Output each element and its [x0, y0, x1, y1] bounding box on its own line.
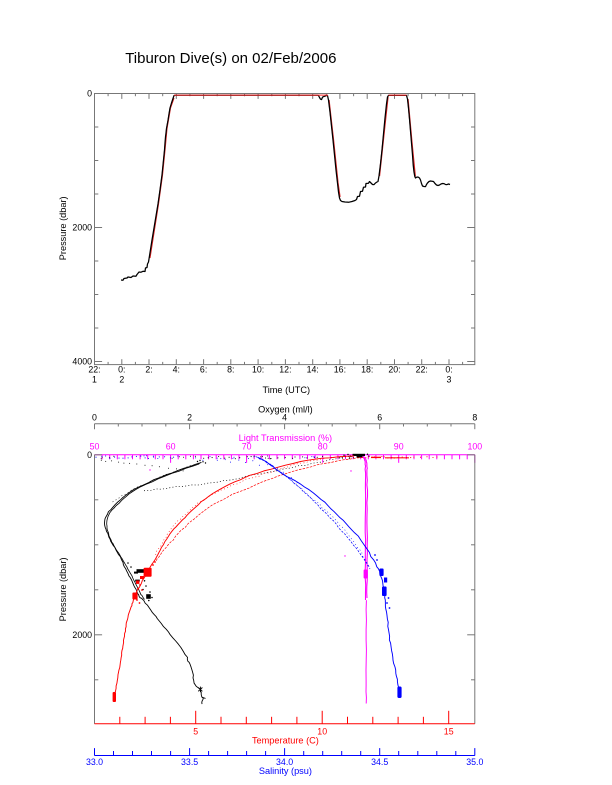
svg-text:0: 0 — [92, 412, 97, 422]
svg-text:12:: 12: — [279, 365, 291, 375]
svg-text:Pressure (dbar): Pressure (dbar) — [58, 196, 68, 260]
svg-text:Time (UTC): Time (UTC) — [262, 385, 310, 395]
svg-text:34.0: 34.0 — [276, 757, 293, 767]
svg-text:Light Transmission (%): Light Transmission (%) — [239, 433, 332, 443]
svg-text:14:: 14: — [307, 365, 319, 375]
svg-text:0:: 0: — [445, 365, 452, 375]
svg-text:50: 50 — [90, 442, 100, 452]
svg-text:33.5: 33.5 — [181, 757, 198, 767]
svg-text:Temperature (C): Temperature (C) — [252, 736, 319, 746]
svg-text:18:: 18: — [361, 365, 373, 375]
svg-text:2000: 2000 — [72, 630, 92, 640]
svg-text:22:: 22: — [88, 365, 100, 375]
svg-text:0:: 0: — [118, 365, 125, 375]
svg-text:4000: 4000 — [72, 357, 92, 367]
svg-text:4:: 4: — [173, 365, 180, 375]
svg-text:33.0: 33.0 — [86, 757, 103, 767]
svg-text:Salinity (psu): Salinity (psu) — [259, 766, 312, 776]
svg-text:3: 3 — [447, 374, 452, 384]
svg-text:16:: 16: — [334, 365, 346, 375]
svg-text:5: 5 — [193, 727, 198, 737]
svg-text:0: 0 — [87, 450, 92, 460]
svg-text:80: 80 — [318, 442, 328, 452]
svg-text:8:: 8: — [227, 365, 234, 375]
svg-text:Pressure (dbar): Pressure (dbar) — [58, 557, 68, 621]
svg-text:8: 8 — [472, 412, 477, 422]
svg-text:1: 1 — [92, 374, 97, 384]
svg-text:0: 0 — [87, 89, 92, 99]
svg-text:6: 6 — [377, 412, 382, 422]
svg-text:2: 2 — [187, 412, 192, 422]
svg-text:10: 10 — [317, 727, 327, 737]
svg-text:15: 15 — [444, 727, 454, 737]
svg-text:35.0: 35.0 — [466, 757, 483, 767]
svg-text:6:: 6: — [200, 365, 207, 375]
svg-text:2: 2 — [119, 374, 124, 384]
svg-text:2000: 2000 — [72, 223, 92, 233]
svg-text:10:: 10: — [252, 365, 264, 375]
svg-text:90: 90 — [394, 442, 404, 452]
svg-text:70: 70 — [242, 442, 252, 452]
svg-text:34.5: 34.5 — [371, 757, 388, 767]
svg-text:20:: 20: — [388, 365, 400, 375]
svg-text:4: 4 — [282, 412, 287, 422]
svg-text:60: 60 — [166, 442, 176, 452]
svg-text:100: 100 — [467, 442, 482, 452]
svg-text:2:: 2: — [145, 365, 152, 375]
svg-text:22:: 22: — [416, 365, 428, 375]
svg-text:Oxygen (ml/l): Oxygen (ml/l) — [258, 404, 313, 414]
svg-text:Tiburon Dive(s) on 02/Feb/2006: Tiburon Dive(s) on 02/Feb/2006 — [125, 50, 336, 67]
